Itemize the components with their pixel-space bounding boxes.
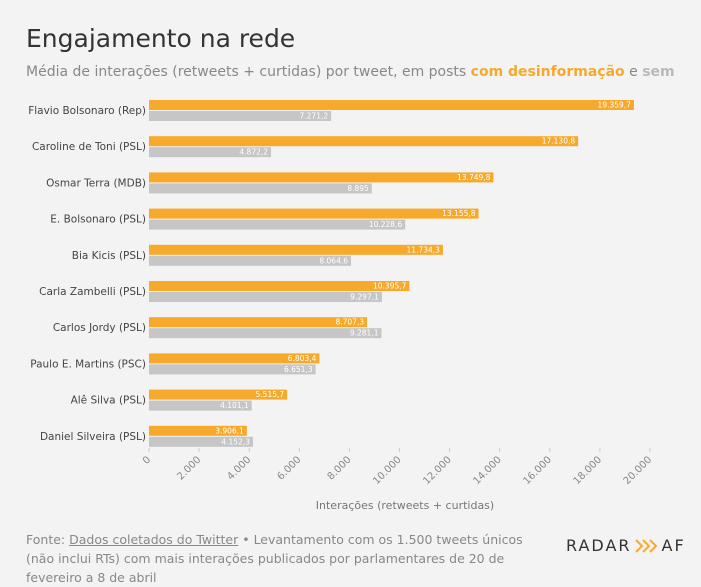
x-tick-label: 6.000 bbox=[276, 454, 304, 482]
bar bbox=[149, 281, 410, 291]
x-tick-label: 20.000 bbox=[622, 454, 655, 487]
value-label: 3.906,1 bbox=[215, 426, 244, 435]
value-label: 4.872,2 bbox=[239, 148, 268, 157]
logo: RADAR AF bbox=[566, 536, 686, 555]
source-link[interactable]: Dados coletados do Twitter bbox=[69, 532, 239, 547]
y-tick-label: Bia Kicis (PSL) bbox=[72, 250, 146, 262]
bar bbox=[149, 219, 406, 230]
value-label: 8.707,3 bbox=[335, 318, 364, 327]
x-axis-label: Interações (retweets + curtidas) bbox=[316, 499, 494, 512]
value-label: 17.130,8 bbox=[542, 137, 576, 146]
value-label: 9.297,1 bbox=[350, 293, 379, 302]
bar bbox=[149, 100, 634, 110]
x-tick-label: 12.000 bbox=[421, 454, 454, 487]
value-label: 13.749,8 bbox=[457, 173, 491, 182]
value-label: 10.228,6 bbox=[369, 220, 403, 229]
value-label: 13.155,8 bbox=[442, 209, 476, 218]
value-label: 5.515,7 bbox=[256, 390, 285, 399]
logo-text: AF bbox=[661, 536, 686, 555]
value-label: 8.895 bbox=[347, 184, 369, 193]
bar bbox=[149, 172, 494, 183]
x-tick-label: 4.000 bbox=[225, 454, 253, 482]
subtitle-conjunction: e bbox=[629, 64, 638, 80]
y-tick-label: Paulo E. Martins (PSC) bbox=[30, 358, 146, 370]
bar bbox=[149, 183, 372, 194]
value-label: 11.734,3 bbox=[407, 245, 441, 254]
y-tick-label: Caroline de Toni (PSL) bbox=[32, 141, 146, 153]
value-label: 8.064,6 bbox=[319, 256, 348, 265]
bar bbox=[149, 328, 382, 339]
value-label: 19.359,7 bbox=[598, 101, 632, 110]
y-tick-label: Flavio Bolsonaro (Rep) bbox=[28, 105, 146, 117]
y-tick-label: E. Bolsonaro (PSL) bbox=[50, 214, 146, 226]
legend-entry: sem bbox=[642, 64, 675, 80]
bar bbox=[149, 208, 479, 219]
bar bbox=[149, 400, 252, 411]
bar bbox=[149, 147, 272, 158]
x-tick-label: 2.000 bbox=[175, 454, 203, 482]
bar bbox=[149, 317, 368, 328]
x-tick-label: 8.000 bbox=[326, 454, 354, 482]
bar bbox=[149, 425, 247, 436]
value-label: 6.803,4 bbox=[288, 354, 317, 363]
bar bbox=[149, 353, 320, 364]
subtitle: Média de interações (retweets + curtidas… bbox=[26, 64, 675, 80]
bar bbox=[149, 136, 579, 147]
bar bbox=[149, 244, 443, 255]
y-tick-label: Carlos Jordy (PSL) bbox=[53, 322, 146, 334]
footer: Fonte: Dados coletados do Twitter • Leva… bbox=[26, 530, 551, 587]
bar bbox=[149, 111, 332, 121]
value-label: 4.152,3 bbox=[221, 437, 250, 446]
bar bbox=[149, 436, 254, 447]
value-label: 7.271,2 bbox=[300, 112, 329, 121]
value-label: 4.101,1 bbox=[220, 401, 249, 410]
y-tick-label: Carla Zambelli (PSL) bbox=[39, 286, 146, 298]
value-label: 9.281,1 bbox=[350, 329, 379, 338]
x-tick-label: 14.000 bbox=[471, 454, 504, 487]
value-label: 6.651,3 bbox=[284, 365, 313, 374]
x-tick-label: 10.000 bbox=[371, 454, 404, 487]
logo-text: RADAR bbox=[566, 536, 632, 555]
y-tick-label: Alê Silva (PSL) bbox=[71, 395, 146, 407]
chart-title: Engajamento na rede bbox=[26, 24, 296, 53]
value-label: 10.395,7 bbox=[373, 282, 407, 291]
y-tick-label: Daniel Silveira (PSL) bbox=[40, 431, 146, 443]
logo-chevrons bbox=[634, 538, 657, 553]
page: Engajamento na rede Média de interações … bbox=[26, 24, 686, 585]
source-label: Fonte: bbox=[26, 532, 66, 547]
x-tick-label: 16.000 bbox=[522, 454, 555, 487]
bar bbox=[149, 292, 382, 302]
subtitle-text: Média de interações (retweets + curtidas… bbox=[26, 64, 467, 80]
x-tick-label: 18.000 bbox=[572, 454, 605, 487]
chart: Interações (retweets + curtidas) 0 2.000 4… bbox=[28, 100, 655, 512]
bar bbox=[149, 255, 352, 266]
y-tick-label: Osmar Terra (MDB) bbox=[46, 177, 146, 189]
x-tick-label: 0 bbox=[141, 454, 153, 466]
bar bbox=[149, 389, 288, 400]
legend-entry: com desinformação bbox=[470, 64, 625, 80]
bar bbox=[149, 364, 316, 375]
